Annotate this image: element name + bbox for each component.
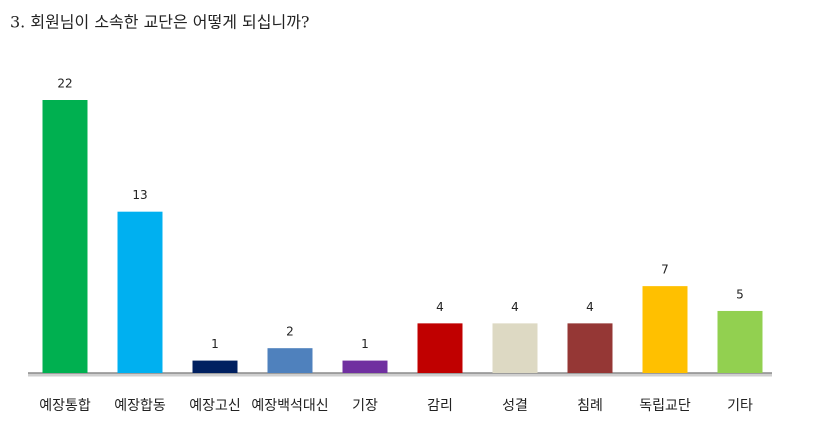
x-tick-label: 예장통합: [39, 398, 91, 414]
data-label: 4: [511, 300, 519, 314]
bar: [42, 100, 88, 373]
x-tick-label: 감리: [427, 398, 453, 414]
x-tick-label: 독립교단: [639, 398, 691, 414]
x-tick-label: 침례: [577, 398, 603, 414]
chart-title: 3. 회원님이 소속한 교단은 어떻게 되십니까?: [10, 13, 310, 32]
bar: [642, 286, 688, 373]
data-label: 4: [586, 300, 594, 314]
bar: [717, 310, 763, 373]
x-tick-label: 기타: [727, 398, 753, 414]
x-tick-label: 예장합동: [114, 398, 166, 414]
bar: [342, 360, 388, 373]
x-tick-label: 성결: [502, 398, 528, 414]
data-label: 1: [361, 337, 369, 351]
data-label: 1: [211, 337, 219, 351]
data-label: 22: [57, 77, 72, 91]
bar: [492, 323, 538, 373]
data-label: 5: [736, 287, 744, 301]
data-label: 7: [661, 263, 669, 277]
bar: [567, 323, 613, 373]
bar: [192, 360, 238, 373]
bar: [267, 348, 313, 373]
x-tick-label: 예장고신: [189, 398, 241, 414]
data-label: 13: [132, 188, 147, 202]
data-label: 2: [286, 325, 294, 339]
bar: [417, 323, 463, 373]
bar: [117, 211, 163, 373]
x-tick-label: 기장: [352, 398, 378, 414]
data-label: 4: [436, 300, 444, 314]
x-tick-label: 예장백석대신: [251, 398, 328, 414]
